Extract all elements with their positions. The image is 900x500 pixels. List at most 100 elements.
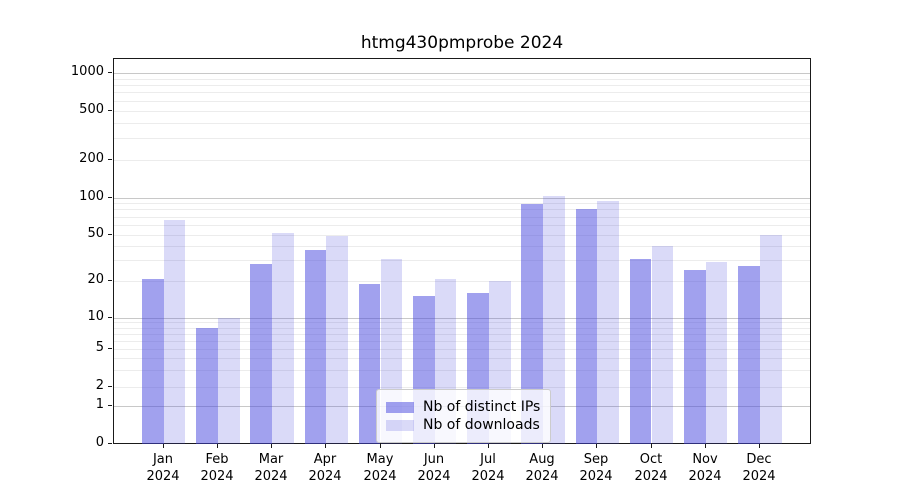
x-tick-mark: [217, 444, 218, 448]
bar-downloads-dec: [759, 234, 782, 444]
gridline-9: [114, 322, 810, 323]
y-tick-mark: [108, 110, 112, 111]
gridline-7: [114, 334, 810, 335]
gridline-30: [114, 260, 810, 261]
y-tick-mark: [108, 159, 112, 160]
bar-downloads-sep: [597, 201, 619, 444]
bar-ips-may: [358, 283, 381, 444]
bar-downloads-aug: [543, 195, 565, 444]
bar-ips-apr: [304, 249, 327, 444]
y-tick-mark: [108, 348, 112, 349]
bar-downloads-nov: [705, 262, 728, 444]
bar-ips-feb: [196, 327, 218, 444]
gridline-20: [114, 281, 810, 282]
y-tick-label-10: 10: [87, 309, 104, 324]
x-tick-label-oct: Oct 2024: [634, 452, 668, 484]
legend-swatch-downloads: [386, 419, 414, 431]
gridline-4: [114, 358, 810, 359]
legend-swatch-distinct-ips: [386, 401, 414, 413]
gridline-80: [114, 209, 810, 210]
x-tick-mark: [271, 444, 272, 448]
legend-item-distinct-ips: Nb of distinct IPs: [386, 399, 540, 415]
y-tick-label-5: 5: [95, 340, 104, 355]
y-tick-label-1000: 1000: [70, 64, 104, 79]
x-tick-label-apr: Apr 2024: [308, 452, 342, 484]
x-tick-label-feb: Feb 2024: [200, 452, 234, 484]
legend-label: Nb of downloads: [423, 417, 540, 433]
x-tick-label-jan: Jan 2024: [146, 452, 180, 484]
gridline-50: [114, 235, 810, 236]
y-tick-mark: [108, 280, 112, 281]
y-tick-label-2: 2: [95, 378, 104, 393]
gridline-300: [114, 138, 810, 139]
bar-ips-aug: [521, 204, 544, 444]
gridline-6: [114, 341, 810, 342]
y-tick-mark: [108, 317, 112, 318]
gridline-600: [114, 101, 810, 102]
bar-downloads-oct: [651, 245, 674, 444]
gridline-500: [114, 111, 810, 112]
x-tick-mark: [380, 444, 381, 448]
y-tick-mark: [108, 234, 112, 235]
legend-item-downloads: Nb of downloads: [386, 417, 540, 433]
gridline-100: [114, 198, 810, 199]
bar-downloads-apr: [326, 235, 348, 444]
x-tick-label-aug: Aug 2024: [525, 452, 559, 484]
bar-ips-sep: [575, 208, 598, 444]
bar-ips-dec: [738, 265, 760, 444]
gridline-700: [114, 92, 810, 93]
x-tick-label-nov: Nov 2024: [688, 452, 722, 484]
gridline-60: [114, 225, 810, 226]
x-tick-mark: [759, 444, 760, 448]
gridline-8: [114, 328, 810, 329]
x-tick-label-may: May 2024: [363, 452, 397, 484]
gridline-90: [114, 203, 810, 204]
bar-ips-oct: [629, 258, 652, 444]
y-tick-label-500: 500: [79, 102, 104, 117]
legend-label: Nb of distinct IPs: [423, 399, 541, 415]
x-tick-mark: [325, 444, 326, 448]
x-tick-label-jun: Jun 2024: [417, 452, 451, 484]
x-tick-mark: [542, 444, 543, 448]
gridline-70: [114, 217, 810, 218]
gridline-400: [114, 123, 810, 124]
x-tick-mark: [488, 444, 489, 448]
gridline-3: [114, 370, 810, 371]
y-tick-label-200: 200: [79, 151, 104, 166]
bar-ips-nov: [684, 269, 706, 444]
y-tick-mark: [108, 405, 112, 406]
gridline-1000: [114, 73, 810, 74]
x-tick-label-jul: Jul 2024: [471, 452, 505, 484]
x-tick-mark: [163, 444, 164, 448]
gridline-40: [114, 246, 810, 247]
y-tick-mark: [108, 72, 112, 73]
y-tick-label-100: 100: [79, 189, 104, 204]
legend: Nb of distinct IPs Nb of downloads: [376, 389, 552, 443]
gridline-2: [114, 387, 810, 388]
y-tick-label-20: 20: [87, 272, 104, 287]
x-tick-mark: [596, 444, 597, 448]
y-tick-mark: [108, 386, 112, 387]
bar-downloads-mar: [272, 233, 294, 444]
gridline-5: [114, 349, 810, 350]
x-tick-label-mar: Mar 2024: [254, 452, 288, 484]
x-tick-mark: [434, 444, 435, 448]
gridline-200: [114, 160, 810, 161]
x-tick-label-sep: Sep 2024: [579, 452, 613, 484]
x-tick-mark: [651, 444, 652, 448]
bar-ips-mar: [250, 263, 273, 444]
x-tick-label-dec: Dec 2024: [742, 452, 776, 484]
bar-downloads-jan: [163, 219, 186, 444]
x-tick-mark: [705, 444, 706, 448]
bar-ips-jan: [142, 278, 164, 444]
gridline-10: [114, 318, 810, 319]
y-tick-label-0: 0: [95, 435, 104, 450]
gridline-800: [114, 85, 810, 86]
y-tick-label-1: 1: [95, 397, 104, 412]
chart-title: htmg430pmprobe 2024: [360, 33, 564, 53]
plot-area: [113, 58, 811, 444]
y-tick-mark: [108, 197, 112, 198]
gridline-900: [114, 79, 810, 80]
y-tick-mark: [108, 443, 112, 444]
